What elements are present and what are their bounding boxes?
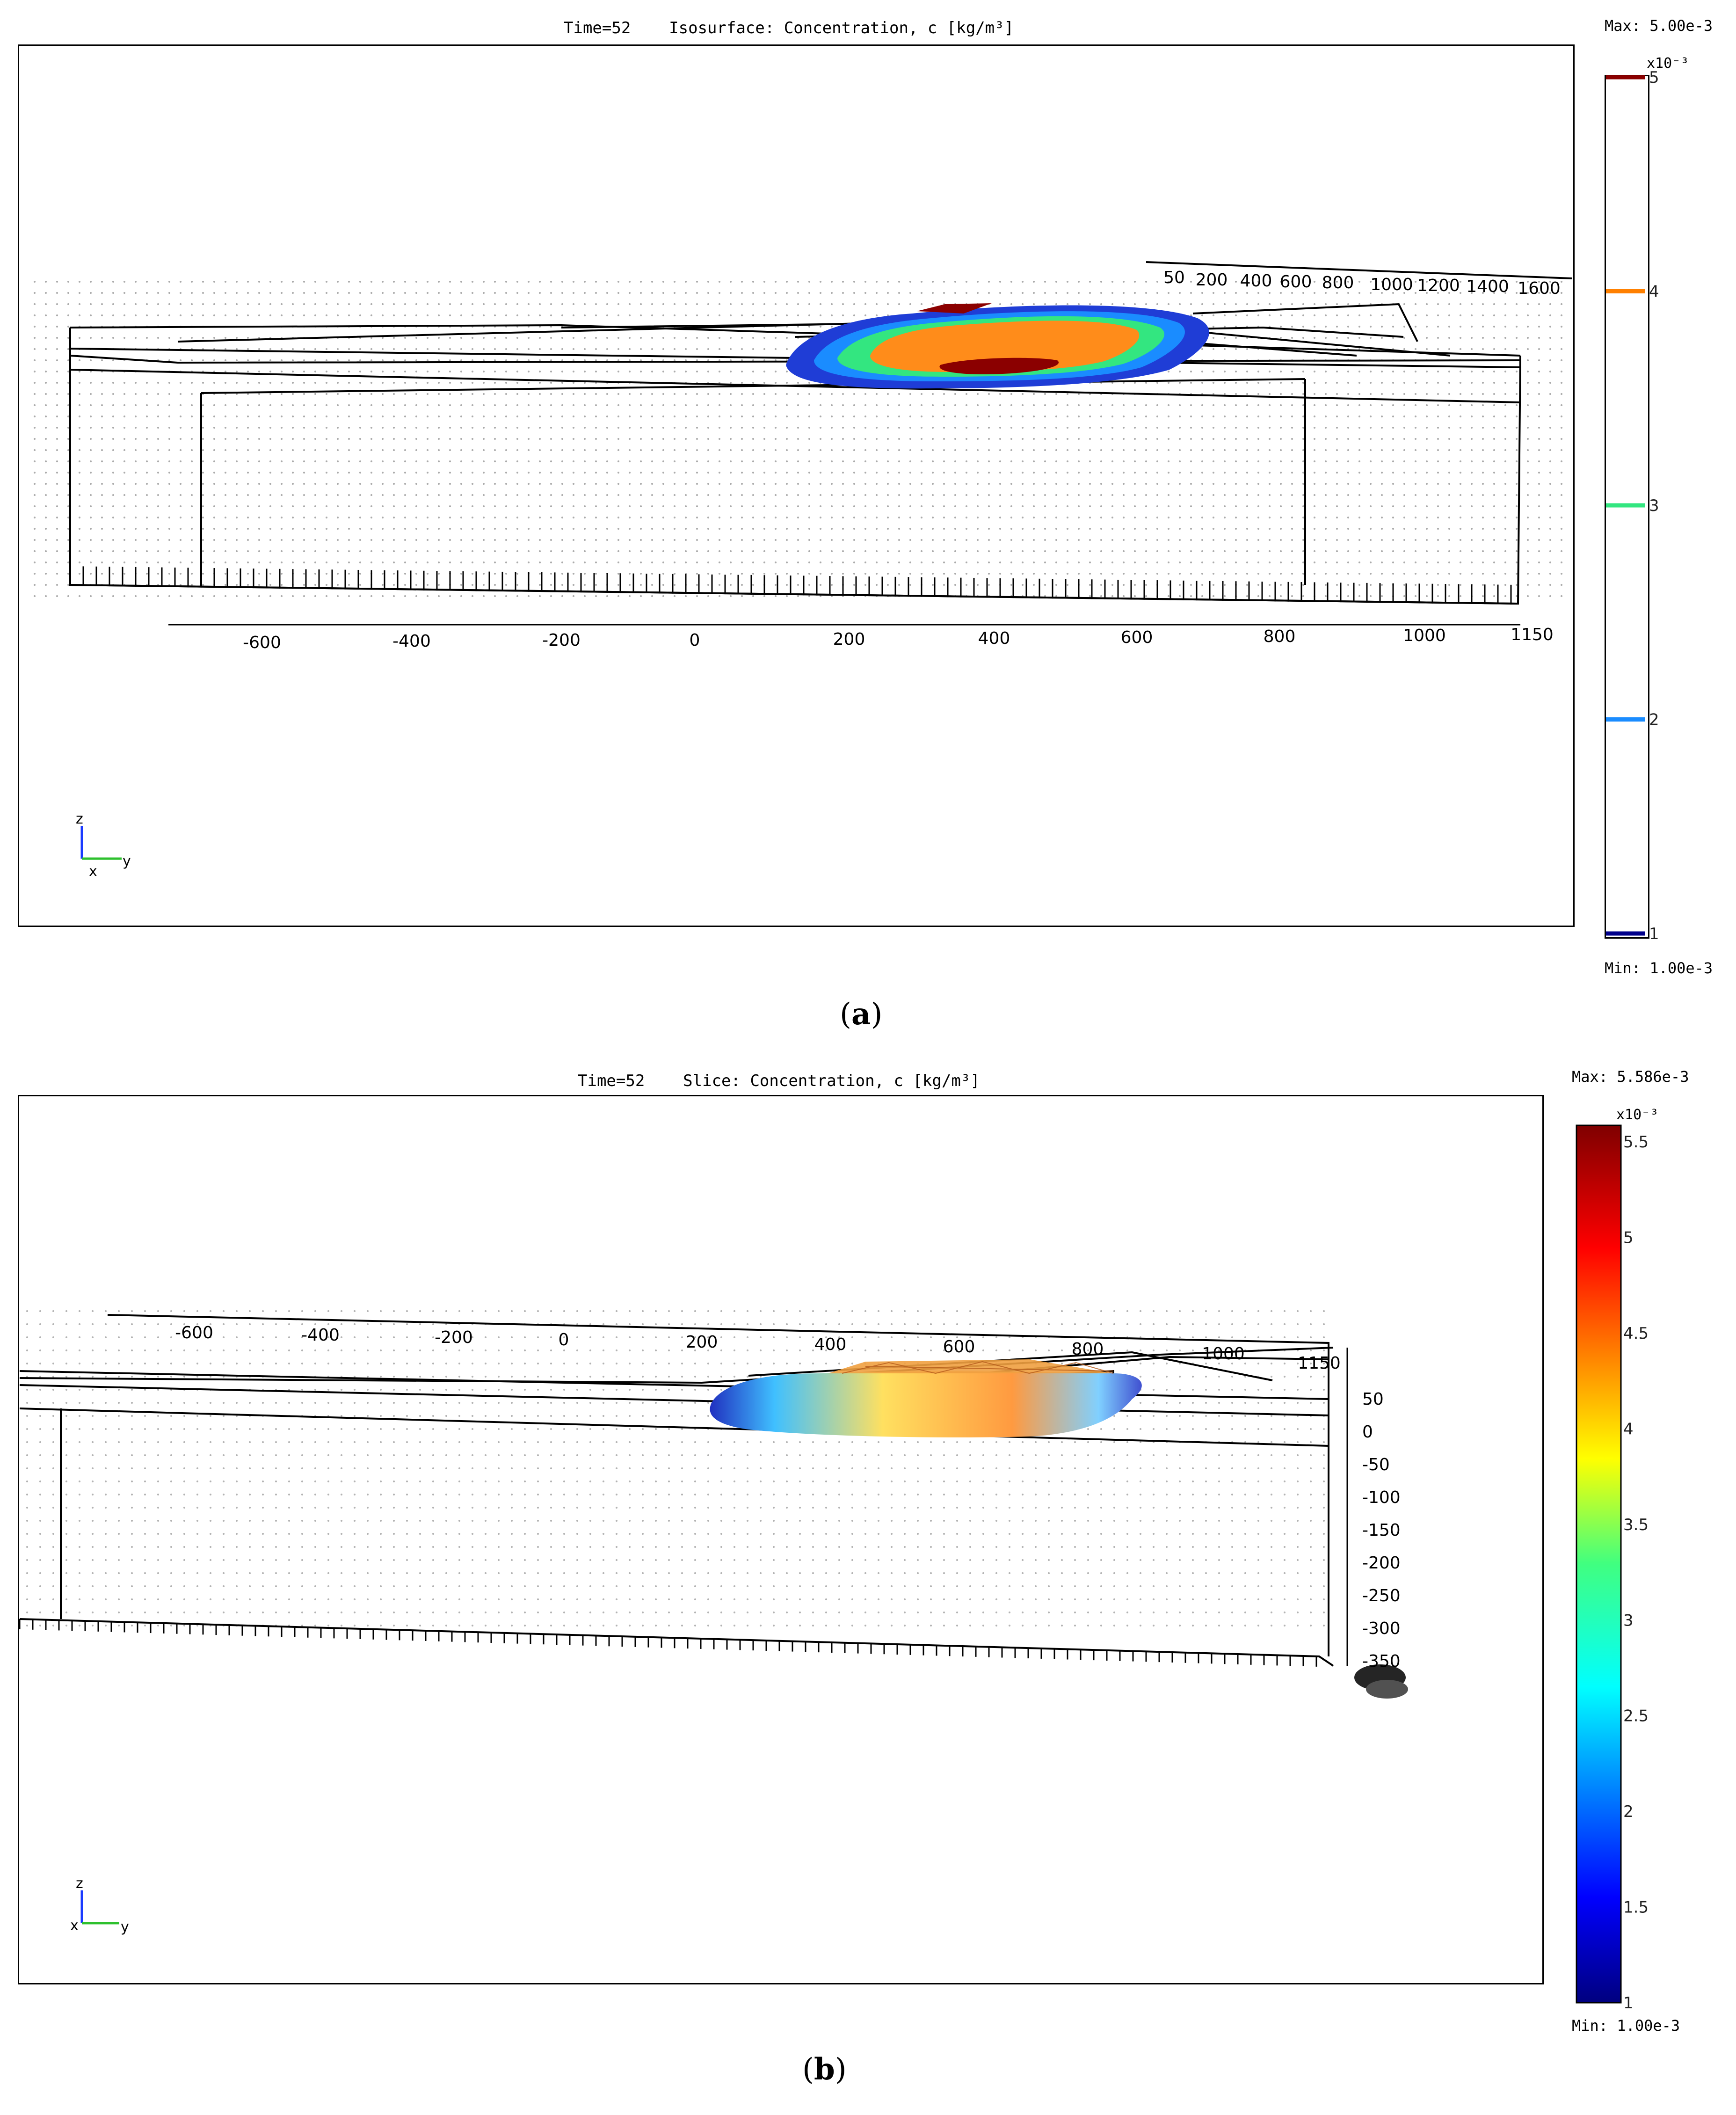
svg-text:z: z xyxy=(76,811,83,827)
panel-b-slice-plume xyxy=(710,1359,1142,1437)
panel-b-ztick: 50 xyxy=(1362,1390,1384,1409)
panel-b-ztick: -50 xyxy=(1362,1455,1390,1474)
svg-text:x: x xyxy=(70,1918,79,1934)
panel-b-scale-exponent: x10⁻³ xyxy=(1616,1107,1659,1123)
panel-b-legend-tick: 1.5 xyxy=(1623,1898,1649,1917)
panel-b-ytick: 800 xyxy=(1072,1340,1104,1359)
panel-a-legend-tick: 5 xyxy=(1649,68,1659,87)
panel-a-xtick: 50 xyxy=(1163,268,1185,287)
panel-a-legend-tick: 4 xyxy=(1649,283,1659,301)
panel-b-axis-triad-icon: z x y xyxy=(70,1875,129,1935)
panel-b-ztick: -150 xyxy=(1362,1521,1401,1540)
panel-a-y-axis-ticks: -600 -400 -200 0 200 400 600 800 1000 11… xyxy=(243,625,1554,652)
panel-a-x-axis-ticks: 50 200 400 600 800 1000 1200 1400 1600 xyxy=(1163,268,1561,298)
panel-a-axis-triad-icon: z x y xyxy=(76,811,131,880)
svg-text:y: y xyxy=(121,1919,129,1935)
panel-b-min-label: Min: 1.00e-3 xyxy=(1572,2017,1680,2035)
svg-text:y: y xyxy=(123,853,131,869)
panel-b-ytick: 200 xyxy=(686,1333,718,1352)
panel-a-xtick: 800 xyxy=(1322,273,1354,292)
panel-a-xtick: 400 xyxy=(1240,271,1272,291)
panel-b-legend-tick: 5 xyxy=(1623,1229,1634,1247)
panel-a-ytick: -200 xyxy=(542,631,581,650)
panel-a-ytick: 1000 xyxy=(1403,626,1446,645)
panel-a-min-label: Min: 1.00e-3 xyxy=(1605,959,1713,977)
panel-b-legend-tick: 1 xyxy=(1623,1994,1634,2013)
panel-a-ytick: 200 xyxy=(833,630,865,649)
panel-a-xtick: 600 xyxy=(1280,272,1312,292)
panel-a-ytick: 600 xyxy=(1121,628,1153,647)
panel-b-legend-tick: 4 xyxy=(1623,1420,1634,1438)
panel-a-xtick: 200 xyxy=(1196,270,1228,290)
panel-a-ytick: 0 xyxy=(690,631,700,650)
panel-b-ytick: 0 xyxy=(559,1330,569,1349)
panel-b-legend-tick: 5.5 xyxy=(1623,1133,1649,1152)
panel-a-legend-tick: 3 xyxy=(1649,496,1659,515)
panel-a-ytick: -600 xyxy=(243,633,281,652)
panel-a-xtick: 1400 xyxy=(1466,277,1509,296)
panel-a-ytick: 400 xyxy=(978,629,1010,648)
panel-b-legend-tick: 2.5 xyxy=(1623,1707,1649,1726)
panel-b-legend-tick: 3.5 xyxy=(1623,1516,1649,1534)
panel-a-ytick: 1150 xyxy=(1511,625,1554,644)
panel-a-title: Time=52 Isosurface: Concentration, c [kg… xyxy=(564,19,1014,37)
svg-text:z: z xyxy=(76,1875,83,1892)
panel-a-scale-exponent: x10⁻³ xyxy=(1647,55,1689,72)
panel-a-isosurface-plume xyxy=(786,303,1209,389)
panel-b-title: Time=52 Slice: Concentration, c [kg/m³] xyxy=(578,1072,980,1090)
panel-b-ytick: 1000 xyxy=(1202,1344,1245,1364)
panel-b-legend-tick: 2 xyxy=(1623,1802,1634,1821)
panel-b-caption: (b) xyxy=(802,2052,847,2087)
panel-a-xtick: 1600 xyxy=(1518,279,1561,298)
panel-a-xtick: 1200 xyxy=(1417,276,1460,295)
panel-b-z-axis-ticks: 50 0 -50 -100 -150 -200 -250 -300 -350 xyxy=(1362,1390,1401,1671)
panel-b-ztick: -300 xyxy=(1362,1619,1401,1638)
panel-b-ytick: -600 xyxy=(175,1323,213,1342)
panel-b-legend-tick: 3 xyxy=(1623,1611,1634,1630)
panel-b-ytick: 400 xyxy=(814,1335,847,1354)
panel-b-legend-tick: 4.5 xyxy=(1623,1324,1649,1343)
panel-a-ytick: 800 xyxy=(1264,627,1296,646)
panel-b-overlap-labels xyxy=(1354,1664,1408,1699)
panel-b-ztick: 0 xyxy=(1362,1422,1373,1442)
panel-a-max-label: Max: 5.00e-3 xyxy=(1605,17,1713,35)
panel-b-y-axis-ticks: -600 -400 -200 0 200 400 600 800 1000 11… xyxy=(175,1323,1341,1373)
panel-a-legend-tick: 2 xyxy=(1649,711,1659,729)
panel-b-ytick: 600 xyxy=(943,1337,975,1357)
panel-a-legend-tick: 1 xyxy=(1649,925,1659,943)
panel-b-ytick: -400 xyxy=(301,1326,340,1345)
panel-b-ztick: -200 xyxy=(1362,1553,1401,1573)
panel-b-max-label: Max: 5.586e-3 xyxy=(1572,1068,1689,1086)
panel-b-ytick: 1150 xyxy=(1298,1354,1341,1373)
panel-b-ytick: -200 xyxy=(435,1328,473,1347)
svg-text:x: x xyxy=(89,863,97,880)
panel-a-caption: (a) xyxy=(840,997,883,1032)
panel-a-ytick: -400 xyxy=(392,632,431,651)
panel-b-ztick: -100 xyxy=(1362,1488,1401,1507)
panel-a-xtick: 1000 xyxy=(1370,275,1413,294)
panel-b-ztick: -250 xyxy=(1362,1586,1401,1605)
